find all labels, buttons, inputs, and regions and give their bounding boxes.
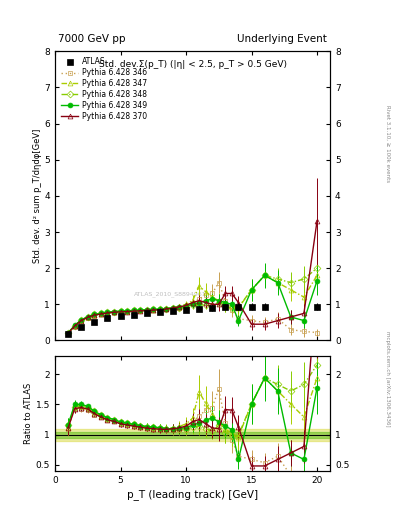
Y-axis label: Ratio to ATLAS: Ratio to ATLAS <box>24 383 33 444</box>
Text: ATLAS_2010_S8894961: ATLAS_2010_S8894961 <box>134 291 207 297</box>
X-axis label: p_T (leading track) [GeV]: p_T (leading track) [GeV] <box>127 489 258 500</box>
Text: Underlying Event: Underlying Event <box>237 34 327 44</box>
Y-axis label: Std. dev. d² sum p_T/dηdφ[GeV]: Std. dev. d² sum p_T/dηdφ[GeV] <box>33 129 42 263</box>
Legend: ATLAS, Pythia 6.428 346, Pythia 6.428 347, Pythia 6.428 348, Pythia 6.428 349, P: ATLAS, Pythia 6.428 346, Pythia 6.428 34… <box>59 55 149 123</box>
Text: mcplots.cern.ch [arXiv:1306.3436]: mcplots.cern.ch [arXiv:1306.3436] <box>385 331 390 426</box>
Text: 7000 GeV pp: 7000 GeV pp <box>58 34 125 44</box>
Text: Rivet 3.1.10, ≥ 100k events: Rivet 3.1.10, ≥ 100k events <box>385 105 390 182</box>
Text: Std. dev.Σ(p_T) (|η| < 2.5, p_T > 0.5 GeV): Std. dev.Σ(p_T) (|η| < 2.5, p_T > 0.5 Ge… <box>99 60 286 69</box>
